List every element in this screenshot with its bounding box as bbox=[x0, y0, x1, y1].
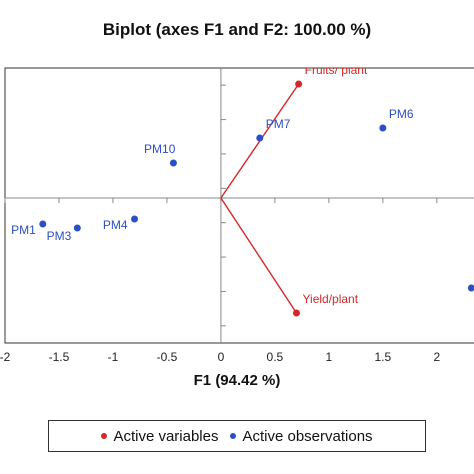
x-tick-label: 0 bbox=[218, 350, 225, 364]
legend-variable-label: Active variables bbox=[113, 427, 219, 445]
observation-label: PM4 bbox=[103, 218, 128, 232]
x-tick-label: -2 bbox=[0, 350, 11, 364]
plot-frame bbox=[4, 67, 474, 344]
x-tick-label: -0.5 bbox=[157, 350, 178, 364]
variable-point bbox=[292, 309, 300, 317]
observation-label: PM1 bbox=[11, 223, 36, 237]
legend-entry-observations: Active observations bbox=[230, 427, 373, 445]
x-tick-label: 1.5 bbox=[374, 350, 391, 364]
chart-title: Biplot (axes F1 and F2: 100.00 %) bbox=[102, 20, 372, 39]
legend-variable-marker bbox=[101, 433, 108, 439]
observation-label: PM10 bbox=[144, 142, 176, 156]
observation-label: PM3 bbox=[47, 229, 72, 243]
x-tick-label: 2 bbox=[433, 350, 440, 364]
x-axis-label: F1 (94.42 %) bbox=[193, 372, 281, 389]
x-tick-label: -1.5 bbox=[49, 350, 70, 364]
variable-point bbox=[295, 80, 303, 88]
legend-entry-variables: Active variables bbox=[101, 428, 218, 445]
observation-point bbox=[256, 134, 264, 142]
legend-observation-marker bbox=[230, 433, 237, 439]
legend-observation-label: Active observations bbox=[242, 427, 373, 445]
observation-point bbox=[131, 215, 139, 223]
x-tick-label: -1 bbox=[108, 350, 119, 364]
observation-point bbox=[379, 124, 387, 132]
variable-vector bbox=[220, 197, 298, 314]
observation-label: PM6 bbox=[389, 107, 414, 121]
legend: Active variables Active observations bbox=[48, 420, 426, 452]
x-tick-label: 1 bbox=[326, 350, 333, 364]
observation-point bbox=[73, 224, 81, 232]
observation-label: PM7 bbox=[266, 117, 291, 131]
observation-point bbox=[39, 220, 47, 228]
variable-label: Yield/plant bbox=[302, 292, 358, 306]
observation-point bbox=[169, 159, 177, 167]
observation-point bbox=[467, 284, 474, 292]
x-tick-label: 0.5 bbox=[267, 350, 284, 364]
variable-label: Fruits/ plant bbox=[305, 63, 368, 77]
